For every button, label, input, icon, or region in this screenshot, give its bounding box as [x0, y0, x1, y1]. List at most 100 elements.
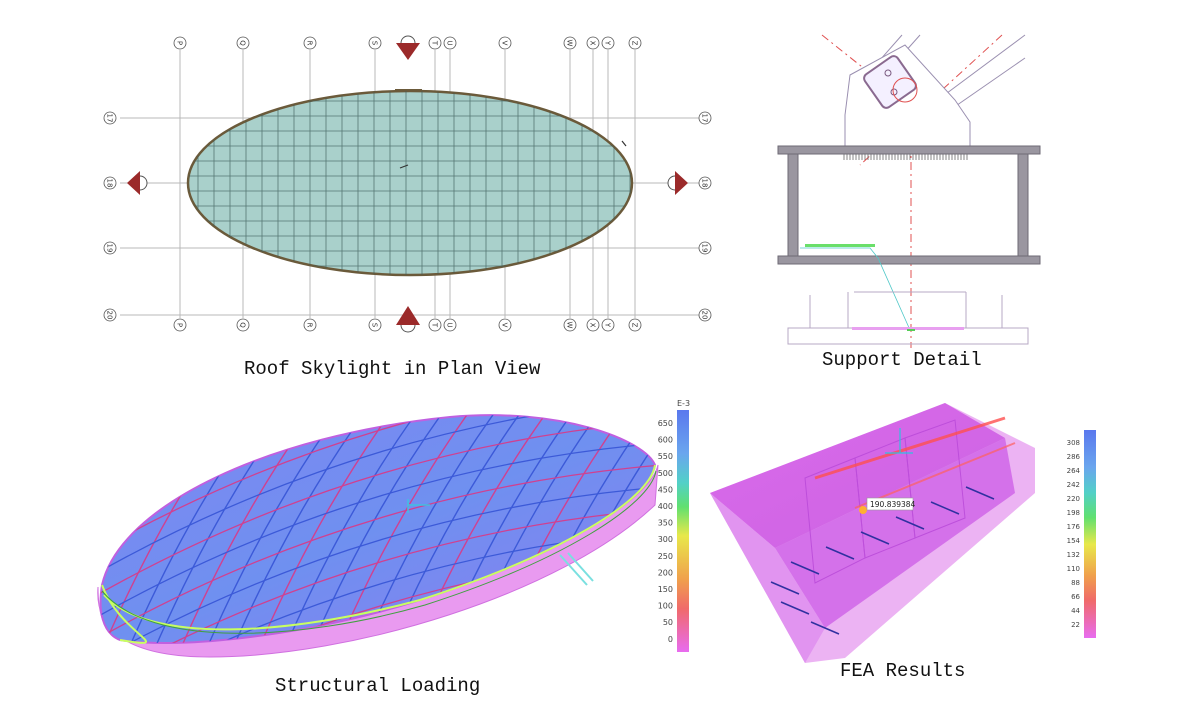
svg-text:Q: Q	[239, 322, 247, 328]
loading-scale-tick: 200	[658, 568, 673, 577]
grid-bubble-bottom: V	[498, 318, 512, 332]
loading-scale-tick: 300	[658, 535, 673, 544]
dome-surface	[99, 414, 657, 645]
svg-text:T: T	[431, 322, 439, 328]
svg-text:R: R	[306, 41, 314, 46]
svg-text:Y: Y	[604, 322, 612, 328]
fea-scale-tick: 220	[1067, 495, 1080, 503]
loading-scale-tick: 250	[658, 552, 673, 561]
svg-text:S: S	[371, 323, 379, 328]
fea-scale-tick: 176	[1067, 523, 1081, 531]
grid-bubble-bottom: Z	[628, 318, 642, 332]
fea-scale-tick: 242	[1067, 481, 1080, 489]
section-marker-top	[396, 35, 420, 60]
grid-bubble-bottom: P	[173, 318, 187, 332]
grid-bubble-top: R	[303, 36, 317, 50]
svg-text:P: P	[176, 41, 184, 45]
svg-text:Z: Z	[631, 323, 639, 328]
grid-bubble-row-left: 18	[103, 176, 117, 190]
grid-bubble-row-right: 19	[698, 241, 712, 255]
grid-bubble-bottom: X	[586, 318, 600, 332]
svg-text:U: U	[446, 40, 454, 45]
grid-bubble-bottom: T	[428, 318, 442, 332]
fea-model: 190.839384	[710, 403, 1035, 663]
grid-bubble-top: V	[498, 36, 512, 50]
svg-text:R: R	[306, 323, 314, 328]
caption-support-detail: Support Detail	[822, 349, 982, 371]
grid-bubble-row-right: 17	[698, 111, 712, 125]
caption-fea-results: FEA Results	[840, 660, 966, 682]
grid-bubble-bottom: Y	[601, 318, 615, 332]
grid-bubble-row-left: 17	[103, 111, 117, 125]
fea-scale-tick: 66	[1071, 593, 1080, 601]
svg-text:18: 18	[701, 179, 709, 188]
loading-scale-tick: 350	[658, 519, 673, 528]
fea-scale-tick: 22	[1071, 621, 1080, 629]
svg-text:20: 20	[701, 311, 709, 320]
loading-scale-header: E-3	[677, 399, 690, 408]
caption-plan-view: Roof Skylight in Plan View	[244, 358, 541, 380]
grid-bubble-bottom: S	[368, 318, 382, 332]
loading-scale-tick: 450	[658, 485, 673, 494]
grid-bubble-top: U	[443, 36, 457, 50]
loading-scale-tick: 500	[658, 469, 673, 478]
loading-scale-tick: 50	[663, 618, 673, 627]
svg-text:Q: Q	[239, 40, 247, 46]
fea-scale-tick: 44	[1071, 607, 1080, 615]
svg-text:T: T	[431, 40, 439, 46]
loading-scale-tick: 600	[658, 436, 673, 445]
loading-color-scale: E-3 650 600 550 500 450 400 350 300 250 200 150 100…	[650, 398, 700, 658]
grid-bubble-bottom: R	[303, 318, 317, 332]
grid-bubble-top: X	[586, 36, 600, 50]
fea-scale-tick: 132	[1067, 551, 1080, 559]
grid-bubble-top: W	[563, 36, 577, 50]
loading-scale-tick: 100	[658, 602, 673, 611]
svg-text:Y: Y	[604, 40, 612, 46]
section-marker-bottom	[396, 306, 420, 333]
grid-bubble-bottom: Q	[236, 318, 250, 332]
grid-bubble-row-right: 18	[698, 176, 712, 190]
grid-bubble-top: Q	[236, 36, 250, 50]
svg-text:20: 20	[106, 311, 114, 320]
grid-bubble-top: P	[173, 36, 187, 50]
fea-scale-tick: 286	[1067, 453, 1081, 461]
svg-text:U: U	[446, 322, 454, 327]
svg-text:X: X	[589, 323, 597, 328]
grid-bubble-top: Z	[628, 36, 642, 50]
fea-scale-tick: 88	[1071, 579, 1080, 587]
grid-bubble-row-left: 20	[103, 308, 117, 322]
svg-text:Z: Z	[631, 41, 639, 46]
fea-scale-tick: 264	[1067, 467, 1081, 475]
grid-bubble-top: T	[428, 36, 442, 50]
loading-scale-tick: 400	[658, 502, 673, 511]
caption-structural-loading: Structural Loading	[275, 675, 481, 697]
loading-scale-tick: 550	[658, 452, 673, 461]
support-detail-drawing	[777, 34, 1041, 348]
fea-value-tag: 190.839384	[870, 500, 916, 509]
svg-text:W: W	[566, 40, 574, 47]
structural-loading-model	[97, 414, 659, 658]
svg-text:P: P	[176, 323, 184, 327]
svg-text:S: S	[371, 41, 379, 46]
plan-view-drawing: P Q R S T U V W X Y Z P Q R S T U V W X Y Z 17 17 18 18 19 19 20 20	[103, 35, 712, 333]
fea-scale-tick: 198	[1067, 509, 1080, 517]
svg-text:18: 18	[106, 179, 114, 188]
fea-color-scale: 308 286 264 242 220 198 176 154 132 110 88 66 44 22	[1060, 428, 1110, 643]
svg-text:X: X	[589, 41, 597, 46]
svg-text:V: V	[501, 41, 509, 46]
section-marker-left	[127, 171, 148, 195]
grid-bubble-bottom: W	[563, 318, 577, 332]
grid-bubble-row-right: 20	[698, 308, 712, 322]
loading-scale-tick: 0	[668, 635, 673, 644]
grid-bubble-top: Y	[601, 36, 615, 50]
fea-scale-tick: 154	[1067, 537, 1081, 545]
skylight-outline	[186, 89, 634, 277]
svg-text:17: 17	[106, 114, 114, 123]
fea-scale-tick: 308	[1067, 439, 1080, 447]
loading-scale-tick: 150	[658, 585, 673, 594]
grid-bubble-row-left: 19	[103, 241, 117, 255]
grid-bubble-top: S	[368, 36, 382, 50]
section-marker-right	[667, 171, 688, 195]
svg-text:V: V	[501, 323, 509, 328]
loading-scale-tick: 650	[658, 419, 673, 428]
